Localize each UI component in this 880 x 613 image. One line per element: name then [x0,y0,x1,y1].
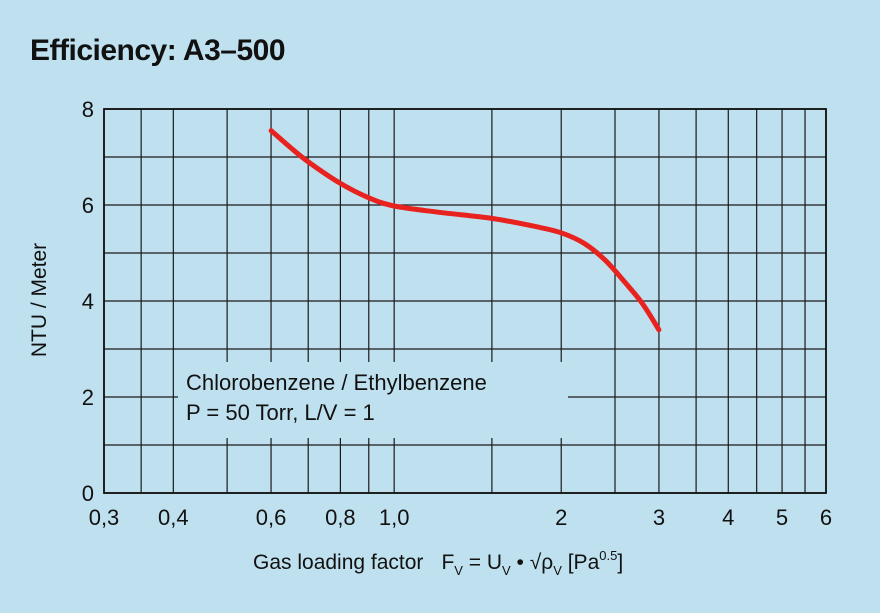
formula-unit-close: ] [617,551,623,574]
plot-frame [103,108,827,494]
annotation-background [178,362,568,438]
x-tick-label: 0,4 [158,505,189,530]
x-tick-label: 4 [722,505,734,530]
formula-unit-open: [Pa [562,551,600,574]
x-tick-label: 0,3 [89,505,120,530]
y-tick-label: 2 [82,385,94,410]
x-axis-label: Gas loading factor FV = UV • √ρV [Pa0.5] [253,548,623,578]
y-tick-label: 6 [82,193,94,218]
formula-rho-sub: V [553,563,562,578]
series-line [268,128,662,333]
x-tick-label: 3 [653,505,665,530]
formula-eq: = U [463,551,502,574]
annotations: Chlorobenzene / Ethylbenzene P = 50 Torr,… [178,362,568,438]
y-tick-label: 8 [82,97,94,122]
series-group [268,128,662,333]
annotation-text: P = 50 Torr, L/V = 1 [186,400,375,425]
x-axis-label-text: Gas loading factor [253,551,423,574]
x-tick-label: 2 [555,505,567,530]
formula-dot: • √ρ [511,551,554,574]
y-tick-label: 0 [82,481,94,506]
x-tick-label: 1,0 [379,505,410,530]
plot-border [103,108,827,494]
y-tick-label: 4 [82,289,94,314]
chart-title: Efficiency: A3–500 [30,34,286,67]
x-tick-label: 6 [820,505,832,530]
x-tick-label: 5 [776,505,788,530]
formula-u-sub: V [502,563,511,578]
x-axis-ticks: 0,3 0,4 0,6 0,8 1,0 2 3 4 5 6 [89,505,832,530]
x-tick-label: 0,6 [256,505,287,530]
formula-unit-sup: 0.5 [599,548,617,563]
formula-lead-sub: V [454,563,463,578]
formula-lead: F [441,551,454,574]
y-axis-label: NTU / Meter [28,243,51,357]
y-axis-ticks: 0 2 4 6 8 [82,97,94,506]
x-tick-label: 0,8 [325,505,356,530]
annotation-text: Chlorobenzene / Ethylbenzene [186,370,487,395]
